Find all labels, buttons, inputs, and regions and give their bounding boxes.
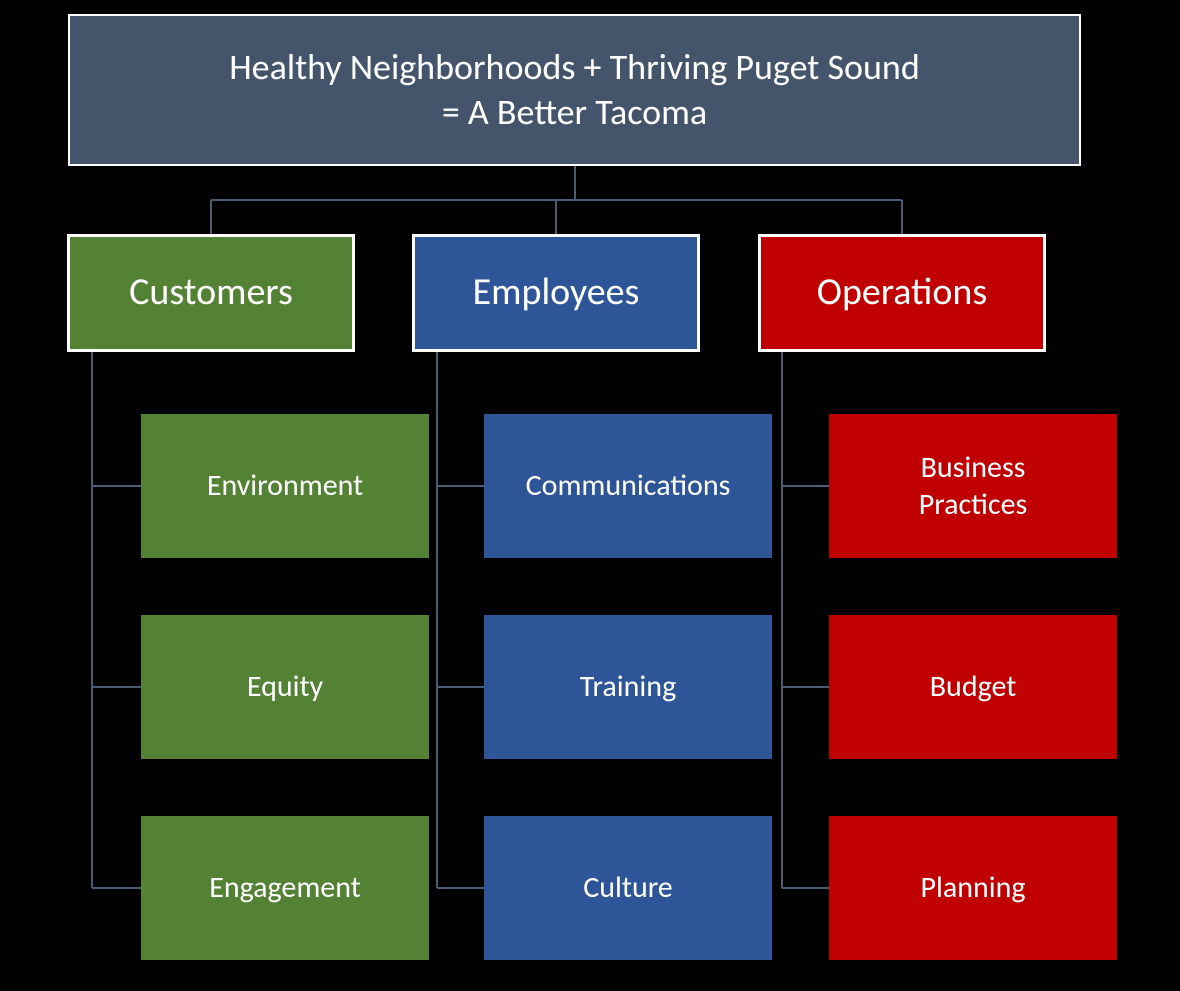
branch-customers-child-2-label: Engagement: [209, 869, 361, 907]
connector: [555, 200, 557, 234]
connector: [574, 166, 576, 200]
branch-employees-child-1: Training: [484, 615, 772, 759]
connector: [437, 485, 484, 487]
branch-customers-child-2: Engagement: [141, 816, 429, 960]
branch-customers-child-1: Equity: [141, 615, 429, 759]
branch-operations-child-1-label: Budget: [930, 668, 1017, 706]
branch-employees-child-2: Culture: [484, 816, 772, 960]
branch-employees-child-1-label: Training: [580, 668, 676, 706]
connector: [901, 200, 903, 234]
branch-customers-header-label: Customers: [129, 269, 293, 317]
branch-customers-child-0: Environment: [141, 414, 429, 558]
branch-employees-child-2-label: Culture: [583, 869, 672, 907]
branch-operations-child-0: Business Practices: [829, 414, 1117, 558]
connector: [92, 887, 141, 889]
branch-operations-header: Operations: [758, 234, 1046, 352]
org-chart: Healthy Neighborhoods + Thriving Puget S…: [0, 0, 1180, 991]
branch-customers-child-1-label: Equity: [247, 668, 323, 706]
connector: [92, 686, 141, 688]
connector: [782, 485, 829, 487]
connector: [436, 352, 438, 888]
branch-employees-child-0: Communications: [484, 414, 772, 558]
connector: [781, 352, 783, 888]
branch-operations-header-label: Operations: [817, 269, 987, 317]
connector: [92, 485, 141, 487]
connector: [210, 200, 212, 234]
connector: [782, 686, 829, 688]
branch-employees-child-0-label: Communications: [526, 467, 731, 505]
branch-employees-header: Employees: [412, 234, 700, 352]
root-box-label: Healthy Neighborhoods + Thriving Puget S…: [229, 45, 920, 135]
branch-operations-child-1: Budget: [829, 615, 1117, 759]
connector: [437, 887, 484, 889]
connector: [91, 352, 93, 888]
branch-operations-child-2-label: Planning: [920, 869, 1025, 907]
connector: [437, 686, 484, 688]
branch-customers-child-0-label: Environment: [207, 467, 363, 505]
connector: [782, 887, 829, 889]
root-box: Healthy Neighborhoods + Thriving Puget S…: [68, 14, 1081, 166]
branch-operations-child-0-label: Business Practices: [919, 449, 1027, 524]
branch-customers-header: Customers: [67, 234, 355, 352]
branch-employees-header-label: Employees: [473, 269, 640, 317]
branch-operations-child-2: Planning: [829, 816, 1117, 960]
